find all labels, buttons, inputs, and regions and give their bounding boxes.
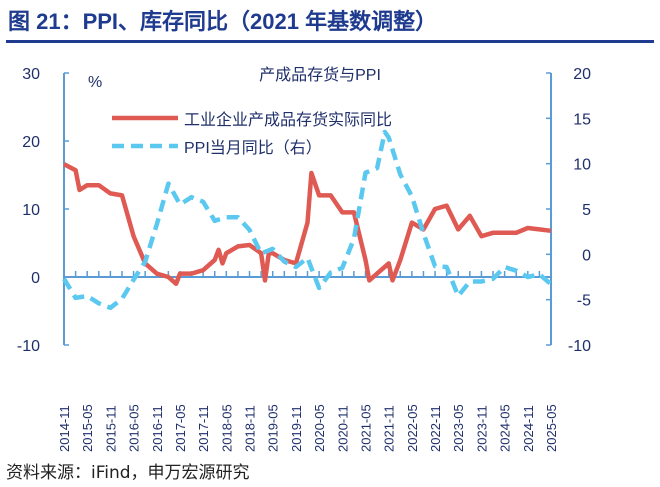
- right-tick-label: -10: [568, 338, 591, 355]
- right-tick-label: -5: [577, 293, 591, 310]
- x-tick-label: 2023-11: [474, 405, 489, 452]
- x-tick-label: 2018-11: [243, 405, 258, 452]
- x-tick-label: 2022-11: [428, 405, 443, 452]
- right-tick-label: 5: [582, 202, 591, 219]
- x-tick-label: 2020-05: [312, 404, 327, 452]
- chart-title: 产成品存货与PPI: [259, 66, 381, 84]
- x-tick-label: 2025-05: [544, 404, 559, 452]
- left-tick-label: 30: [22, 66, 40, 83]
- x-tick-label: 2015-11: [103, 405, 118, 452]
- x-tick-label: 2021-05: [358, 404, 373, 452]
- legend-label: 工业企业产成品存货实际同比: [184, 111, 392, 129]
- x-tick-label: 2016-11: [150, 405, 165, 452]
- x-tick-label: 2021-11: [382, 405, 397, 452]
- source-note: 资料来源：iFind，申万宏源研究: [6, 463, 250, 483]
- x-tick-label: 2024-05: [498, 404, 513, 452]
- x-tick-label: 2022-05: [405, 404, 420, 452]
- left-tick-label: 10: [22, 202, 40, 219]
- ppi-line: [62, 129, 553, 311]
- x-tick-label: 2018-05: [219, 404, 234, 452]
- left-tick-label: 0: [31, 270, 40, 287]
- x-tick-label: 2024-11: [521, 405, 536, 452]
- x-tick-label: 2023-05: [451, 404, 466, 452]
- x-tick-label: 2020-11: [335, 405, 350, 452]
- right-tick-label: 20: [573, 66, 591, 83]
- right-tick-label: 10: [573, 157, 591, 174]
- x-tick-label: 2014-11: [57, 405, 72, 452]
- left-tick-label: -10: [17, 338, 40, 355]
- left-tick-label: 20: [22, 134, 40, 151]
- x-tick-label: 2019-11: [289, 405, 304, 452]
- x-tick-label: 2019-05: [266, 404, 281, 452]
- left-axis-unit: %: [88, 74, 102, 91]
- x-tick-label: 2015-05: [80, 404, 95, 452]
- inventory-line: [62, 162, 552, 287]
- x-tick-label: 2017-11: [196, 405, 211, 452]
- right-tick-label: 15: [573, 111, 591, 128]
- legend-label: PPI当月同比（右）: [184, 139, 322, 157]
- title-rule: [6, 40, 654, 43]
- figure-title: 图 21：PPI、库存同比（2021 年基数调整）: [8, 9, 438, 34]
- right-tick-label: 0: [582, 247, 591, 264]
- x-tick-label: 2017-05: [173, 404, 188, 452]
- x-tick-label: 2016-05: [127, 404, 142, 452]
